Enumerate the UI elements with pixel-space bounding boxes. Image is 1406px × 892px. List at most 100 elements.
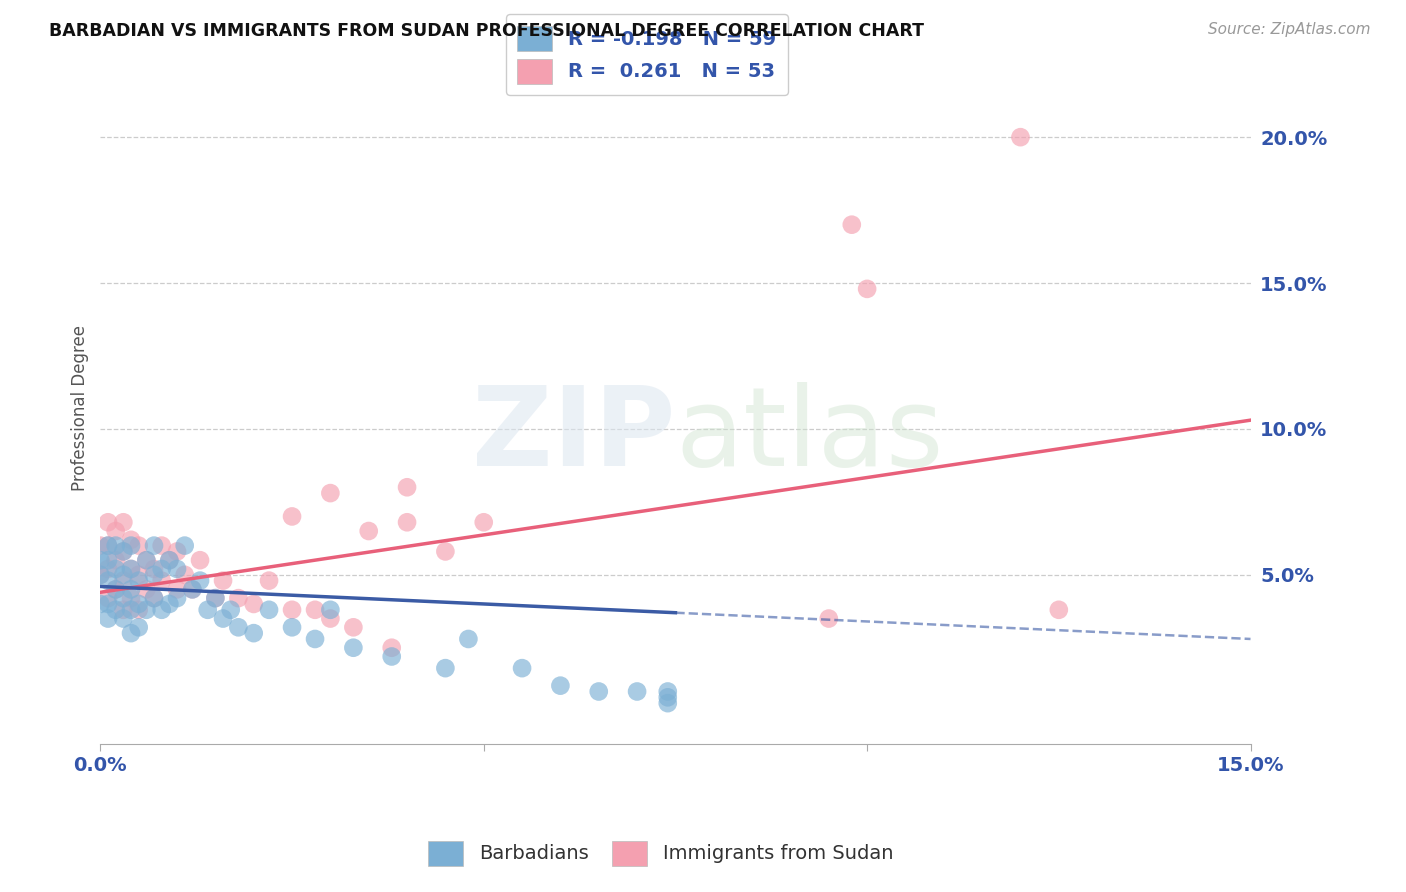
Text: ZIP: ZIP — [472, 382, 675, 489]
Point — [1010, 130, 1032, 145]
Point — [157, 597, 180, 611]
Point — [188, 553, 211, 567]
Point — [817, 611, 839, 625]
Point — [357, 524, 380, 538]
Point — [1047, 603, 1070, 617]
Point — [150, 603, 173, 617]
Point — [112, 567, 135, 582]
Point — [841, 218, 863, 232]
Point — [128, 597, 150, 611]
Point — [104, 553, 127, 567]
Point — [510, 661, 533, 675]
Point — [166, 582, 188, 597]
Point — [457, 632, 479, 646]
Point — [434, 544, 457, 558]
Point — [104, 582, 127, 597]
Point — [342, 620, 364, 634]
Point — [120, 562, 142, 576]
Point — [304, 603, 326, 617]
Point — [434, 661, 457, 675]
Point — [89, 597, 111, 611]
Point — [128, 603, 150, 617]
Point — [157, 553, 180, 567]
Point — [112, 611, 135, 625]
Point — [112, 544, 135, 558]
Point — [228, 591, 250, 606]
Point — [381, 640, 404, 655]
Point — [143, 562, 166, 576]
Point — [89, 553, 111, 567]
Point — [135, 603, 157, 617]
Point — [281, 603, 304, 617]
Point — [212, 574, 235, 588]
Point — [588, 684, 610, 698]
Point — [97, 574, 120, 588]
Point — [97, 553, 120, 567]
Point — [197, 603, 219, 617]
Point — [166, 591, 188, 606]
Point — [104, 524, 127, 538]
Text: Source: ZipAtlas.com: Source: ZipAtlas.com — [1208, 22, 1371, 37]
Point — [89, 567, 111, 582]
Point — [120, 603, 142, 617]
Point — [104, 582, 127, 597]
Point — [173, 567, 195, 582]
Point — [128, 567, 150, 582]
Point — [281, 509, 304, 524]
Point — [135, 553, 157, 567]
Point — [626, 684, 648, 698]
Point — [143, 567, 166, 582]
Point — [120, 533, 142, 547]
Point — [97, 611, 120, 625]
Point — [128, 620, 150, 634]
Point — [204, 591, 226, 606]
Point — [143, 591, 166, 606]
Point — [135, 582, 157, 597]
Point — [120, 626, 142, 640]
Legend: Barbadians, Immigrants from Sudan: Barbadians, Immigrants from Sudan — [420, 833, 901, 873]
Point — [143, 591, 166, 606]
Point — [120, 591, 142, 606]
Point — [242, 597, 264, 611]
Point — [112, 591, 135, 606]
Point — [128, 539, 150, 553]
Point — [396, 480, 419, 494]
Text: atlas: atlas — [675, 382, 943, 489]
Point — [657, 684, 679, 698]
Point — [319, 611, 342, 625]
Point — [104, 562, 127, 576]
Point — [856, 282, 879, 296]
Point — [89, 539, 111, 553]
Point — [150, 574, 173, 588]
Point — [381, 649, 404, 664]
Point — [97, 539, 120, 553]
Point — [173, 539, 195, 553]
Point — [143, 539, 166, 553]
Point — [472, 516, 495, 530]
Point — [319, 486, 342, 500]
Point — [204, 591, 226, 606]
Point — [281, 620, 304, 634]
Point — [304, 632, 326, 646]
Point — [257, 574, 280, 588]
Point — [228, 620, 250, 634]
Point — [112, 544, 135, 558]
Point — [181, 582, 204, 597]
Point — [166, 562, 188, 576]
Point — [396, 516, 419, 530]
Point — [342, 640, 364, 655]
Text: BARBADIAN VS IMMIGRANTS FROM SUDAN PROFESSIONAL DEGREE CORRELATION CHART: BARBADIAN VS IMMIGRANTS FROM SUDAN PROFE… — [49, 22, 924, 40]
Point — [97, 539, 120, 553]
Point — [657, 690, 679, 705]
Point — [128, 574, 150, 588]
Point — [97, 597, 120, 611]
Point — [150, 539, 173, 553]
Point — [112, 603, 135, 617]
Point — [181, 582, 204, 597]
Point — [120, 582, 142, 597]
Point — [257, 603, 280, 617]
Point — [166, 544, 188, 558]
Point — [89, 567, 111, 582]
Point — [212, 611, 235, 625]
Point — [112, 574, 135, 588]
